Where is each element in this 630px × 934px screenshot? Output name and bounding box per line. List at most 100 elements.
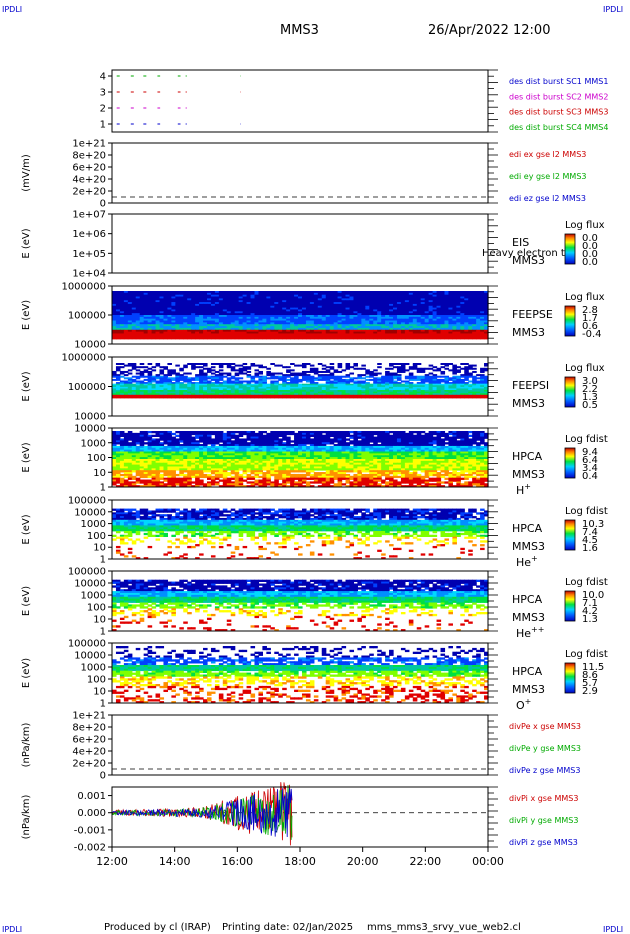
spectrogram-cell	[436, 385, 442, 388]
spectrogram-cell	[258, 305, 263, 309]
spectrogram-cell	[218, 375, 224, 378]
spectrogram-cell	[294, 291, 299, 294]
spectrogram-cell	[151, 298, 157, 301]
spectrogram-cell	[460, 292, 465, 296]
spectrogram-cell	[246, 318, 252, 321]
spectrogram-cell	[468, 313, 473, 316]
spectrogram-cell	[203, 363, 208, 365]
spectrogram-cell	[385, 291, 390, 294]
spectrogram-cell	[282, 374, 287, 377]
spectrogram-cell	[369, 396, 374, 399]
spectrogram-cell	[460, 296, 465, 299]
spectrogram-cell	[238, 385, 244, 388]
spectrogram-cell	[163, 383, 169, 386]
legend-entry: des dist burst SC3 MMS3	[509, 108, 608, 117]
spectrogram-cell	[155, 296, 161, 299]
spectrogram-cell	[159, 307, 165, 310]
spectrogram-cell	[329, 316, 335, 320]
spectrogram-cell	[270, 327, 275, 331]
spectrogram-cell	[416, 305, 422, 309]
spectrogram-cell	[167, 303, 172, 307]
spectrogram-cell	[404, 326, 410, 329]
spectrogram-cell	[171, 370, 176, 373]
spectrogram-cell	[412, 305, 418, 309]
spectrogram-cell	[357, 375, 362, 378]
spectrogram-cell	[361, 298, 366, 301]
spectrogram-cell	[266, 372, 271, 375]
spectrogram-cell	[436, 300, 442, 303]
spectrogram-cell	[484, 337, 489, 340]
spectrogram-cell	[258, 388, 263, 391]
spectrogram-cell	[404, 303, 410, 307]
spectrogram-cell	[179, 382, 184, 385]
spectrogram-cell	[238, 396, 244, 399]
spectrogram-cell	[476, 318, 481, 321]
spectrogram-cell	[321, 378, 327, 381]
spectrogram-cell	[337, 292, 343, 296]
y-tick-label: 1e+05	[72, 249, 106, 260]
spectrogram-cell	[484, 390, 489, 393]
spectrogram-cell	[309, 364, 315, 367]
spectrogram-cell	[309, 292, 315, 296]
spectrogram-cell	[440, 318, 446, 321]
spectrogram-cell	[321, 431, 327, 434]
spectrogram-cell	[373, 316, 378, 320]
spectrogram-cell	[159, 383, 165, 386]
spectrogram-cell	[381, 335, 386, 338]
spectrogram-cell	[357, 367, 362, 370]
spectrogram-cell	[404, 320, 410, 323]
spectrogram-cell	[309, 294, 315, 297]
spectrogram-cell	[381, 292, 386, 296]
spectrogram-cell	[301, 364, 307, 367]
spectrogram-cell	[416, 320, 422, 323]
spectrogram-cell	[274, 377, 279, 380]
spectrogram-cell	[341, 380, 347, 383]
spectrogram-cell	[187, 291, 192, 294]
spectrogram-cell	[112, 390, 117, 393]
spectrogram-cell	[349, 318, 355, 321]
spectrogram-cell	[234, 331, 240, 334]
spectrogram-cell	[230, 298, 236, 301]
spectrogram-cell	[389, 363, 394, 365]
spectrogram-cell	[349, 329, 355, 333]
spectrogram-cell	[313, 315, 319, 318]
spectrogram-cell	[385, 305, 390, 309]
spectrogram-cell	[127, 382, 133, 385]
spectrogram-cell	[424, 315, 430, 318]
spectrogram-cell	[444, 324, 450, 327]
spectrogram-cell	[428, 313, 434, 316]
spectrogram-cell	[452, 292, 457, 296]
spectrogram-cell	[159, 292, 165, 296]
spectrogram-cell	[135, 386, 141, 389]
spectrogram-cell	[274, 329, 279, 333]
spectrogram-cell	[155, 305, 161, 309]
spectrogram-cell	[143, 396, 149, 399]
spectrogram-cell	[313, 385, 319, 388]
y-tick-label: 100000	[68, 382, 106, 393]
spectrogram-cell	[381, 316, 386, 320]
spectrogram-cell	[484, 322, 489, 325]
spectrogram-cell	[258, 385, 263, 388]
spectrogram-cell	[238, 322, 244, 325]
spectrogram-cell	[377, 305, 382, 309]
spectrogram-cell	[464, 369, 469, 372]
spectrogram-cell	[460, 300, 465, 303]
spectrogram-cell	[119, 380, 125, 383]
spectrogram-cell	[452, 366, 457, 369]
spectrogram-cell	[234, 309, 240, 312]
spectrogram-cell	[286, 369, 291, 372]
spectrogram-cell	[167, 388, 172, 391]
spectrogram-cell	[175, 375, 180, 378]
spectrogram-cell	[195, 390, 200, 393]
spectrogram-cell	[404, 363, 410, 365]
spectrogram-cell	[238, 329, 244, 333]
spectrogram-cell	[448, 313, 453, 316]
spectrogram-cell	[270, 374, 275, 377]
spectrogram-cell	[456, 329, 461, 333]
spectrogram-cell	[266, 292, 271, 296]
spectrogram-cell	[226, 298, 232, 301]
spectrogram-cell	[396, 320, 402, 323]
spectrogram-cell	[127, 333, 133, 336]
spectrogram-cell	[321, 313, 327, 316]
spectrogram-cell	[444, 383, 450, 386]
